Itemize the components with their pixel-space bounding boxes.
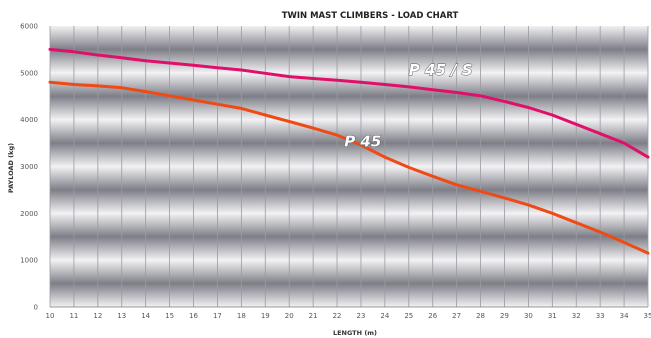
x-tick-label: 11 (69, 312, 78, 320)
series-annotations: P 45 / S P 45 (344, 61, 473, 151)
x-tick-label: 31 (548, 312, 557, 320)
background-band (50, 213, 648, 261)
plot-background (50, 26, 648, 307)
series-label: P 45 (344, 132, 381, 150)
y-tick-label: 6000 (20, 23, 38, 31)
x-tick-label: 35 (644, 312, 651, 320)
series-line (48, 47, 650, 159)
y-tick-label: 0 (34, 304, 38, 312)
background-band (50, 260, 648, 307)
x-tick-label: 23 (356, 312, 365, 320)
x-tick-label: 14 (141, 312, 150, 320)
y-tick-label: 4000 (20, 116, 38, 124)
chart-title: TWIN MAST CLIMBERS - LOAD CHART (282, 11, 459, 21)
x-tick-label: 12 (93, 312, 102, 320)
y-tick-label: 2000 (20, 210, 38, 218)
x-tick-label: 17 (213, 312, 222, 320)
x-tick-label: 16 (189, 312, 198, 320)
x-tick-label: 10 (46, 312, 55, 320)
x-tick-label: 21 (309, 312, 318, 320)
x-axis-title: LENGTH (m) (333, 329, 377, 337)
series-line (48, 80, 650, 255)
series-label: P 45 / S (409, 61, 473, 79)
x-tick-label: 30 (524, 312, 533, 320)
x-tick-label: 33 (596, 312, 605, 320)
x-tick-label: 22 (333, 312, 342, 320)
background-band (50, 119, 648, 167)
x-tick-label: 18 (237, 312, 246, 320)
x-tick-label: 13 (117, 312, 126, 320)
x-tick-label: 27 (452, 312, 461, 320)
vertical-grid (49, 26, 649, 308)
series-lines (48, 47, 650, 255)
x-tick-label: 25 (404, 312, 413, 320)
y-tick-label: 3000 (20, 163, 38, 171)
background-band (50, 26, 648, 73)
x-tick-label: 15 (165, 312, 174, 320)
x-tick-label: 34 (620, 312, 629, 320)
x-tick-label: 32 (572, 312, 581, 320)
y-tick-label: 1000 (20, 257, 38, 265)
x-tick-labels: 10 11 12 13 14 15 16 17 18 19 20 21 22 23 24 25 26 27 28 29… (46, 312, 651, 320)
x-tick-label: 19 (261, 312, 270, 320)
x-tick-label: 20 (285, 312, 294, 320)
x-tick-label: 26 (428, 312, 437, 320)
y-tick-label: 5000 (20, 69, 38, 77)
y-axis-title: PAYLOAD (kg) (7, 143, 15, 193)
x-tick-label: 24 (380, 312, 389, 320)
y-tick-labels: 0 1000 2000 3000 4000 5000 6000 (20, 23, 38, 312)
background-band (50, 166, 648, 214)
x-tick-label: 29 (500, 312, 509, 320)
x-tick-label: 28 (476, 312, 485, 320)
